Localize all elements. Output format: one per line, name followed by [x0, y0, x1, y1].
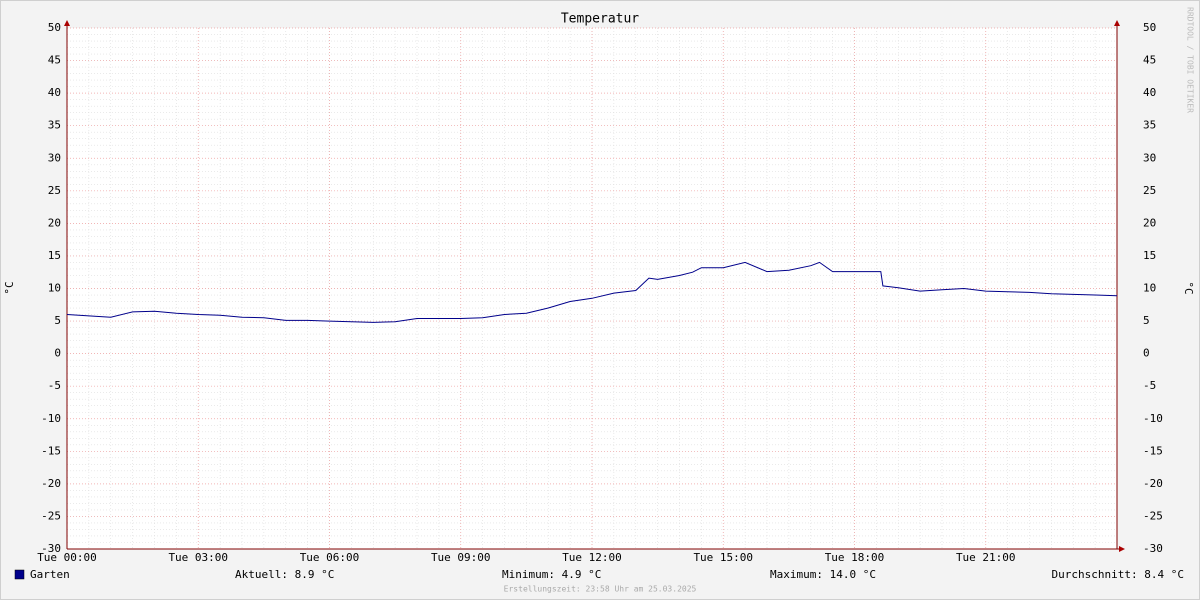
- y-tick-label: 25: [48, 184, 61, 197]
- chart-title: Temperatur: [561, 12, 639, 27]
- y-tick-label: 0: [54, 347, 61, 360]
- legend-swatch: [14, 569, 25, 580]
- y-tick-label: 40: [48, 86, 61, 99]
- y-tick-label: 30: [48, 151, 61, 164]
- y-tick-label: -25: [41, 509, 61, 522]
- y-tick-label: -20: [41, 477, 61, 490]
- y2-tick-label: 20: [1143, 216, 1156, 229]
- legend-stat: Maximum: 14.0 °C: [770, 568, 876, 581]
- y-tick-label: 15: [48, 249, 61, 262]
- y2-tick-label: 15: [1143, 249, 1156, 262]
- x-tick-label: Tue 09:00: [431, 551, 491, 564]
- y-tick-label: -5: [48, 379, 61, 392]
- y-tick-label: 20: [48, 216, 61, 229]
- y2-tick-label: -30: [1143, 542, 1163, 555]
- y-tick-label: 50: [48, 21, 61, 34]
- footer: Erstellungszeit: 23:58 Uhr am 25.03.2025: [504, 585, 697, 594]
- y2-tick-label: 35: [1143, 119, 1156, 132]
- y-tick-label: 35: [48, 119, 61, 132]
- arrow: [1114, 20, 1120, 26]
- y2-tick-label: 30: [1143, 151, 1156, 164]
- y2-tick-label: 0: [1143, 347, 1150, 360]
- y-tick-label: 10: [48, 282, 61, 295]
- y2-tick-label: 25: [1143, 184, 1156, 197]
- arrow: [1119, 546, 1125, 552]
- legend-stat: Minimum: 4.9 °C: [502, 568, 601, 581]
- x-tick-label: Tue 18:00: [825, 551, 885, 564]
- y2-tick-label: -20: [1143, 477, 1163, 490]
- y2-tick-label: -5: [1143, 379, 1156, 392]
- legend-stat: Durchschnitt: 8.4 °C: [1052, 568, 1184, 581]
- x-tick-label: Tue 15:00: [693, 551, 753, 564]
- x-tick-label: Tue 06:00: [300, 551, 360, 564]
- legend-stat: Aktuell: 8.9 °C: [235, 568, 334, 581]
- arrow: [64, 20, 70, 26]
- y2-axis-label: °C: [1182, 281, 1195, 294]
- watermark: RRDTOOL / TOBI OETIKER: [1186, 7, 1195, 113]
- y-tick-label: -15: [41, 444, 61, 457]
- x-tick-label: Tue 12:00: [562, 551, 622, 564]
- y2-tick-label: -25: [1143, 509, 1163, 522]
- y2-tick-label: 45: [1143, 54, 1156, 67]
- y2-tick-label: 10: [1143, 282, 1156, 295]
- x-tick-label: Tue 03:00: [168, 551, 228, 564]
- y2-tick-label: -15: [1143, 444, 1163, 457]
- y-tick-label: -10: [41, 412, 61, 425]
- y2-tick-label: -10: [1143, 412, 1163, 425]
- x-tick-label: Tue 21:00: [956, 551, 1016, 564]
- data-line: [66, 261, 1118, 323]
- legend-label: Garten: [30, 568, 70, 581]
- y2-tick-label: 50: [1143, 21, 1156, 34]
- y-tick-label: -30: [41, 542, 61, 555]
- y-tick-label: 5: [54, 314, 61, 327]
- y-tick-label: 45: [48, 54, 61, 67]
- x-tick-label: Tue 00:00: [37, 551, 97, 564]
- y-axis-label: °C: [3, 281, 16, 294]
- y2-tick-label: 40: [1143, 86, 1156, 99]
- y2-tick-label: 5: [1143, 314, 1150, 327]
